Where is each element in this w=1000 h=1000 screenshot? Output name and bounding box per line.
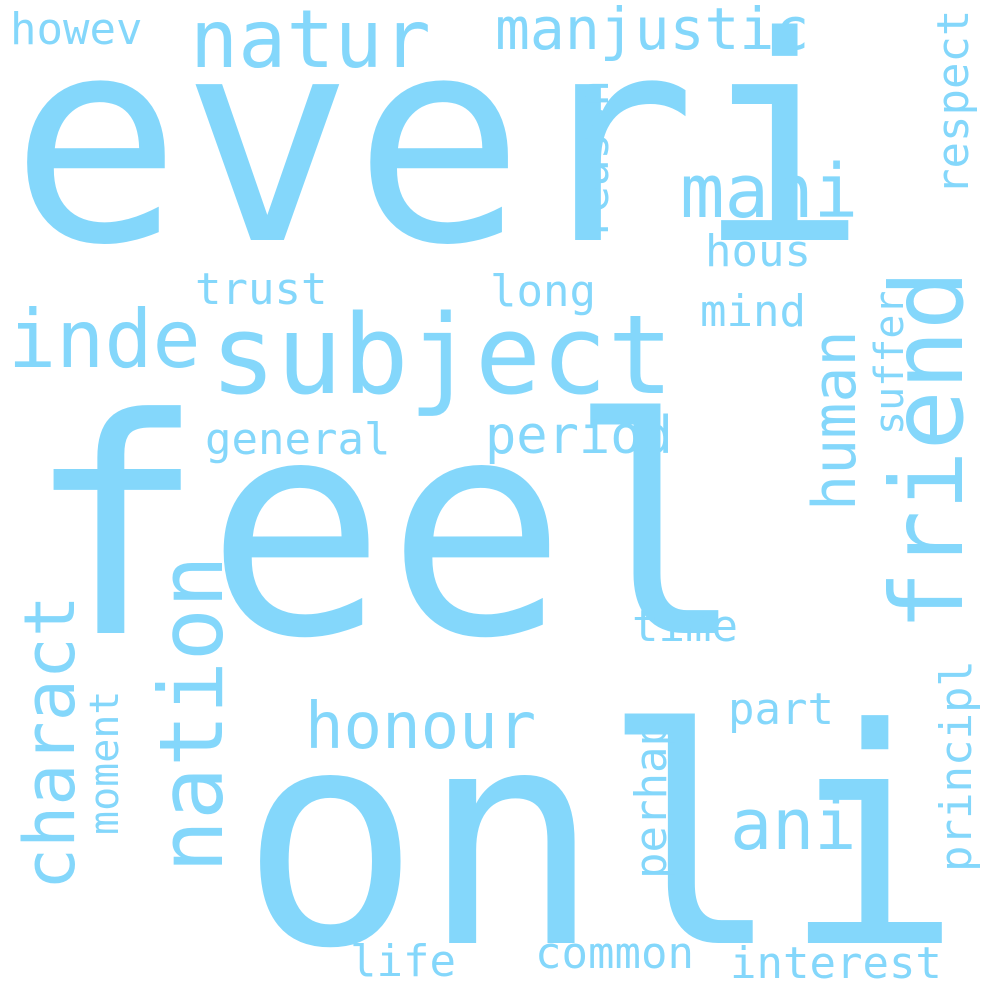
word-ani: ani (730, 784, 857, 866)
word-part: part (728, 684, 834, 735)
word-onli: onli (240, 665, 963, 1000)
word-respect: respect (928, 9, 979, 195)
word-subject: subject (210, 291, 674, 419)
word-honour: honour (305, 690, 537, 764)
word-inde: inde (8, 293, 201, 386)
word-hous: hous (705, 226, 811, 277)
word-howev: howev (10, 4, 143, 55)
word-everi: everi (10, 0, 868, 308)
word-reason: reason (568, 80, 619, 239)
word-principl: principl (931, 660, 982, 872)
word-life: life (350, 936, 456, 987)
word-mani: mani (680, 149, 859, 235)
word-mind: mind (700, 286, 806, 337)
word-general: general (205, 414, 391, 465)
word-charact: charact (9, 594, 91, 890)
word-natur: natur (190, 0, 431, 86)
word-interest: interest (730, 938, 942, 989)
word-nation: nation (140, 555, 243, 873)
word-period: period (485, 406, 673, 466)
word-manjustic: manjustic (495, 0, 810, 63)
word-common: common (535, 928, 694, 979)
word-time: time (632, 601, 738, 652)
word-trust: trust (195, 264, 328, 315)
word-feel: feel (25, 355, 748, 704)
word-perhap: perhap (626, 720, 677, 879)
word-suffer: suffer (867, 290, 913, 436)
word-long: long (490, 266, 596, 317)
word-human: human (800, 330, 870, 511)
word-moment: moment (82, 690, 128, 836)
